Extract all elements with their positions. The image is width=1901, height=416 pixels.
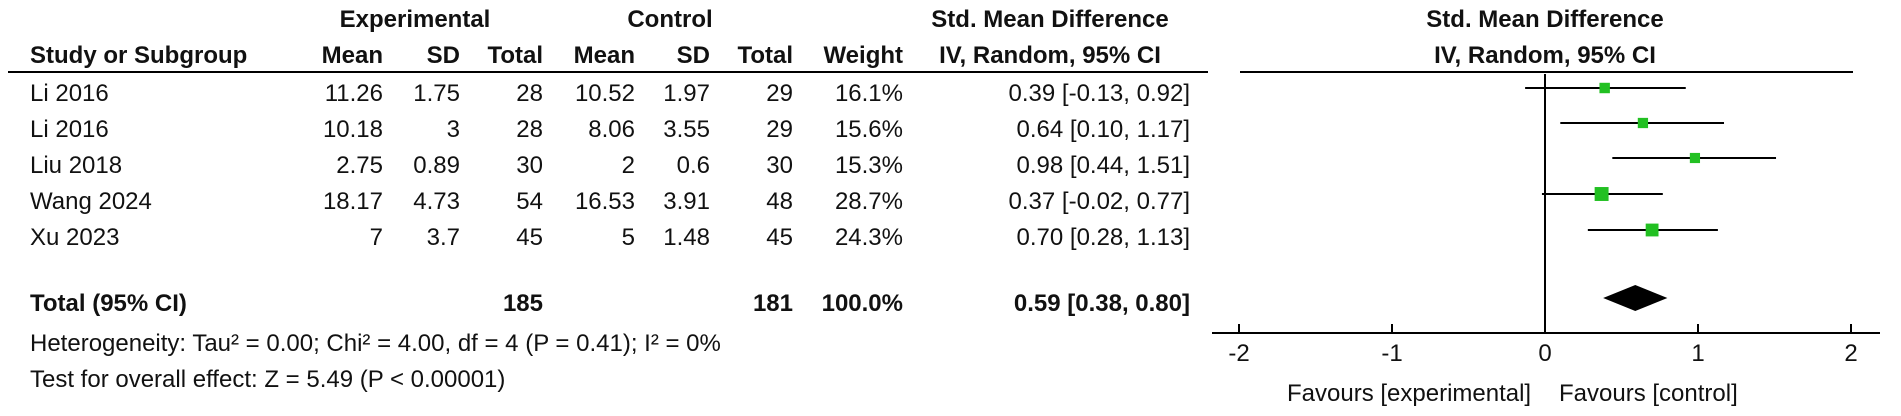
study-column-header: Study or Subgroup bbox=[30, 42, 248, 69]
weight-cell: 16.1% bbox=[834, 80, 903, 107]
total1-cell: 45 bbox=[516, 224, 543, 251]
sd2-column-header: SD bbox=[676, 42, 710, 69]
total1-cell: 54 bbox=[516, 188, 543, 215]
x-tick-label: -2 bbox=[1228, 340, 1249, 367]
x-tick-label: -1 bbox=[1381, 340, 1402, 367]
total1-sum: 185 bbox=[502, 290, 543, 317]
mean2-cell: 10.52 bbox=[574, 80, 635, 107]
weight-cell: 15.3% bbox=[834, 152, 903, 179]
method-column-header: IV, Random, 95% CI bbox=[939, 42, 1161, 69]
experimental-group-header: Experimental bbox=[339, 6, 491, 33]
overall-effect-text: Test for overall effect: Z = 5.49 (P < 0… bbox=[30, 366, 506, 393]
effect-marker bbox=[1689, 152, 1701, 164]
mean2-column-header: Mean bbox=[573, 42, 635, 69]
effect-ci-cell: 0.39 [-0.13, 0.92] bbox=[1008, 80, 1190, 107]
favours-control-label: Favours [control] bbox=[1559, 380, 1738, 407]
effect-ci-cell: 0.70 [0.28, 1.13] bbox=[1016, 224, 1190, 251]
control-group-header: Control bbox=[627, 6, 713, 33]
study-name: Wang 2024 bbox=[30, 188, 152, 215]
plot-header-rule bbox=[1240, 71, 1853, 73]
total2-column-header: Total bbox=[737, 42, 793, 69]
total2-cell: 45 bbox=[766, 224, 793, 251]
favours-experimental-label: Favours [experimental] bbox=[1287, 380, 1532, 407]
plot-method-header: IV, Random, 95% CI bbox=[1434, 42, 1656, 69]
sd1-cell: 3 bbox=[446, 116, 460, 143]
study-name: Li 2016 bbox=[30, 116, 109, 143]
effect-ci-cell: 0.98 [0.44, 1.51] bbox=[1016, 152, 1190, 179]
sd2-cell: 3.91 bbox=[663, 188, 710, 215]
mean1-cell: 18.17 bbox=[322, 188, 383, 215]
sd1-cell: 1.75 bbox=[413, 80, 460, 107]
mean2-cell: 2 bbox=[621, 152, 635, 179]
total2-cell: 30 bbox=[766, 152, 793, 179]
total1-column-header: Total bbox=[487, 42, 543, 69]
effect-marker bbox=[1599, 82, 1610, 94]
total1-cell: 28 bbox=[516, 116, 543, 143]
sd1-cell: 4.73 bbox=[413, 188, 460, 215]
x-tick-label: 2 bbox=[1844, 340, 1857, 367]
mean1-cell: 7 bbox=[369, 224, 383, 251]
mean1-column-header: Mean bbox=[321, 42, 383, 69]
sd1-cell: 3.7 bbox=[426, 224, 460, 251]
pooled-diamond bbox=[1603, 285, 1668, 311]
mean2-cell: 16.53 bbox=[574, 188, 635, 215]
sd1-cell: 0.89 bbox=[413, 152, 460, 179]
pooled-effect-ci: 0.59 [0.38, 0.80] bbox=[1013, 290, 1190, 317]
study-name: Liu 2018 bbox=[30, 152, 123, 179]
sd2-cell: 1.97 bbox=[663, 80, 710, 107]
total2-sum: 181 bbox=[752, 290, 793, 317]
total2-cell: 29 bbox=[766, 116, 793, 143]
x-tick-label: 0 bbox=[1538, 340, 1551, 367]
weight-cell: 24.3% bbox=[834, 224, 903, 251]
mean1-cell: 2.75 bbox=[336, 152, 383, 179]
plot-effect-header: Std. Mean Difference bbox=[1426, 6, 1664, 33]
effect-marker bbox=[1594, 187, 1609, 201]
weight-cell: 15.6% bbox=[834, 116, 903, 143]
sd2-cell: 1.48 bbox=[663, 224, 710, 251]
mean1-cell: 10.18 bbox=[322, 116, 383, 143]
study-name: Li 2016 bbox=[30, 80, 109, 107]
study-name: Xu 2023 bbox=[30, 224, 120, 251]
weight-column-header: Weight bbox=[823, 42, 903, 69]
x-tick-label: 1 bbox=[1691, 340, 1704, 367]
total-weight: 100.0% bbox=[821, 290, 903, 317]
sd2-cell: 0.6 bbox=[676, 152, 710, 179]
total1-cell: 28 bbox=[516, 80, 543, 107]
effect-marker bbox=[1637, 117, 1649, 129]
effect-ci-cell: 0.64 [0.10, 1.17] bbox=[1016, 116, 1190, 143]
mean2-cell: 8.06 bbox=[588, 116, 635, 143]
total2-cell: 48 bbox=[766, 188, 793, 215]
sd2-cell: 3.55 bbox=[663, 116, 710, 143]
table-header-rule bbox=[8, 71, 1208, 73]
sd1-column-header: SD bbox=[426, 42, 460, 69]
effect-marker bbox=[1645, 223, 1659, 237]
weight-cell: 28.7% bbox=[834, 188, 903, 215]
effect-measure-header: Std. Mean Difference bbox=[931, 6, 1169, 33]
mean2-cell: 5 bbox=[621, 224, 635, 251]
mean1-cell: 11.26 bbox=[324, 80, 383, 107]
total1-cell: 30 bbox=[516, 152, 543, 179]
total2-cell: 29 bbox=[766, 80, 793, 107]
effect-ci-cell: 0.37 [-0.02, 0.77] bbox=[1008, 188, 1190, 215]
total-label: Total (95% CI) bbox=[30, 290, 187, 317]
heterogeneity-text: Heterogeneity: Tau² = 0.00; Chi² = 4.00,… bbox=[30, 330, 721, 357]
